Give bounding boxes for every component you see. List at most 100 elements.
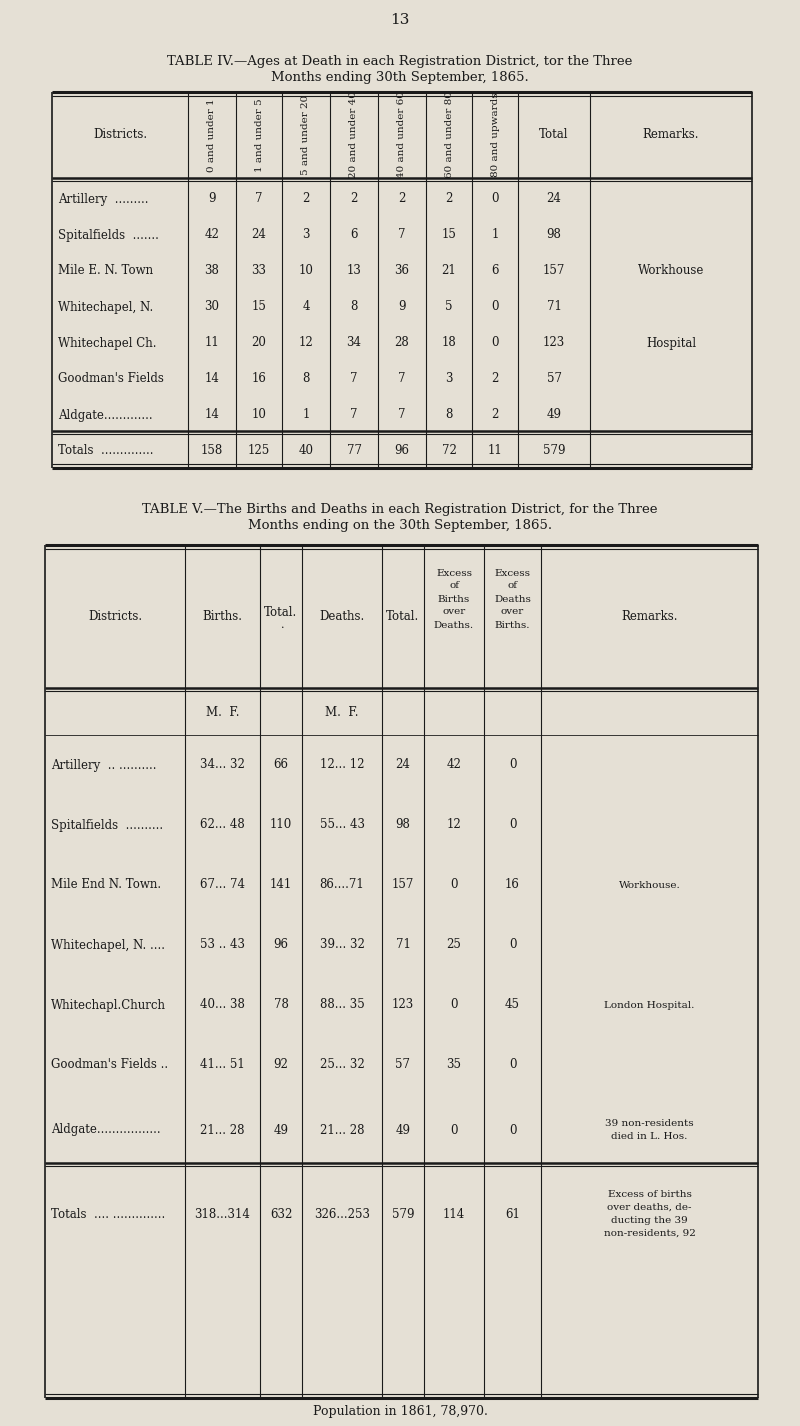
Text: non-residents, 92: non-residents, 92	[603, 1229, 695, 1238]
Text: 7: 7	[398, 372, 406, 385]
Text: 9: 9	[208, 193, 216, 205]
Text: Months ending 30th September, 1865.: Months ending 30th September, 1865.	[271, 71, 529, 84]
Text: 7: 7	[398, 408, 406, 422]
Text: Deaths: Deaths	[494, 595, 531, 603]
Text: 8: 8	[446, 408, 453, 422]
Text: 9: 9	[398, 301, 406, 314]
Text: 12: 12	[298, 337, 314, 349]
Text: 7: 7	[255, 193, 262, 205]
Text: 14: 14	[205, 372, 219, 385]
Text: 96: 96	[274, 938, 289, 951]
Text: over: over	[442, 607, 466, 616]
Text: 7: 7	[350, 408, 358, 422]
Text: Total: Total	[539, 128, 569, 141]
Text: Total.: Total.	[264, 606, 298, 619]
Text: 2: 2	[302, 193, 310, 205]
Text: Excess of births: Excess of births	[607, 1191, 691, 1199]
Text: 114: 114	[443, 1208, 465, 1221]
Text: Mile End N. Town.: Mile End N. Town.	[51, 878, 161, 891]
Text: 98: 98	[395, 819, 410, 831]
Text: 0: 0	[491, 337, 498, 349]
Text: 110: 110	[270, 819, 292, 831]
Text: Totals  .... ..............: Totals .... ..............	[51, 1208, 166, 1221]
Text: 0: 0	[450, 1124, 458, 1137]
Text: 12: 12	[446, 819, 462, 831]
Text: 36: 36	[394, 264, 410, 278]
Text: M.  F.: M. F.	[326, 706, 358, 720]
Text: 2: 2	[491, 372, 498, 385]
Text: 33: 33	[251, 264, 266, 278]
Text: 24: 24	[251, 228, 266, 241]
Text: 98: 98	[546, 228, 562, 241]
Text: 2: 2	[491, 408, 498, 422]
Text: 96: 96	[394, 445, 410, 458]
Text: 2: 2	[350, 193, 358, 205]
Text: over deaths, de-: over deaths, de-	[607, 1204, 692, 1212]
Text: 78: 78	[274, 998, 289, 1011]
Text: 61: 61	[505, 1208, 520, 1221]
Text: 13: 13	[346, 264, 362, 278]
Text: 0: 0	[509, 819, 516, 831]
Text: died in L. Hos.: died in L. Hos.	[611, 1132, 688, 1141]
Text: 318...314: 318...314	[194, 1208, 250, 1221]
Text: 123: 123	[392, 998, 414, 1011]
Text: 20: 20	[251, 337, 266, 349]
Text: 34... 32: 34... 32	[200, 759, 245, 771]
Text: Whitechapl.Church: Whitechapl.Church	[51, 998, 166, 1011]
Text: 24: 24	[395, 759, 410, 771]
Text: Excess: Excess	[436, 569, 472, 578]
Text: 7: 7	[350, 372, 358, 385]
Text: ducting the 39: ducting the 39	[611, 1216, 688, 1225]
Text: 40 and under 60: 40 and under 60	[398, 91, 406, 178]
Text: 0: 0	[491, 301, 498, 314]
Text: 40... 38: 40... 38	[200, 998, 245, 1011]
Text: Districts.: Districts.	[88, 610, 142, 623]
Text: 157: 157	[543, 264, 565, 278]
Text: Births.: Births.	[494, 620, 530, 629]
Text: 21: 21	[442, 264, 456, 278]
Text: 6: 6	[350, 228, 358, 241]
Text: 11: 11	[205, 337, 219, 349]
Text: 41... 51: 41... 51	[200, 1058, 245, 1071]
Text: 21... 28: 21... 28	[200, 1124, 245, 1137]
Text: 4: 4	[302, 301, 310, 314]
Text: 0: 0	[509, 759, 516, 771]
Text: 0: 0	[450, 878, 458, 891]
Text: 40: 40	[298, 445, 314, 458]
Text: 14: 14	[205, 408, 219, 422]
Text: 39 non-residents: 39 non-residents	[605, 1119, 694, 1128]
Text: 579: 579	[542, 445, 566, 458]
Text: 38: 38	[205, 264, 219, 278]
Text: 123: 123	[543, 337, 565, 349]
Text: 21... 28: 21... 28	[320, 1124, 364, 1137]
Text: 12... 12: 12... 12	[320, 759, 364, 771]
Text: 55... 43: 55... 43	[319, 819, 365, 831]
Text: 72: 72	[442, 445, 457, 458]
Text: 86....71: 86....71	[320, 878, 364, 891]
Text: 632: 632	[270, 1208, 292, 1221]
Text: 49: 49	[546, 408, 562, 422]
Text: 16: 16	[251, 372, 266, 385]
Text: of: of	[449, 582, 459, 590]
Text: 62... 48: 62... 48	[200, 819, 245, 831]
Text: 13: 13	[390, 13, 410, 27]
Text: 1: 1	[302, 408, 310, 422]
Text: 0 and under 1: 0 and under 1	[207, 98, 217, 171]
Text: Total.: Total.	[386, 610, 420, 623]
Text: 35: 35	[446, 1058, 462, 1071]
Text: M.  F.: M. F.	[206, 706, 239, 720]
Text: Goodman's Fields: Goodman's Fields	[58, 372, 164, 385]
Text: 80 and upwards: 80 and upwards	[490, 93, 499, 177]
Text: 49: 49	[274, 1124, 289, 1137]
Text: 15: 15	[442, 228, 457, 241]
Text: 1 and under 5: 1 and under 5	[254, 98, 263, 171]
Text: Artillery  .........: Artillery .........	[58, 193, 149, 205]
Text: 42: 42	[205, 228, 219, 241]
Text: Deaths.: Deaths.	[434, 620, 474, 629]
Text: of: of	[507, 582, 518, 590]
Text: 20 and under 40: 20 and under 40	[350, 91, 358, 178]
Text: TABLE IV.—Ages at Death in each Registration District, tor the Three: TABLE IV.—Ages at Death in each Registra…	[167, 56, 633, 68]
Text: 25... 32: 25... 32	[320, 1058, 364, 1071]
Text: Deaths.: Deaths.	[319, 610, 365, 623]
Text: Remarks.: Remarks.	[642, 128, 699, 141]
